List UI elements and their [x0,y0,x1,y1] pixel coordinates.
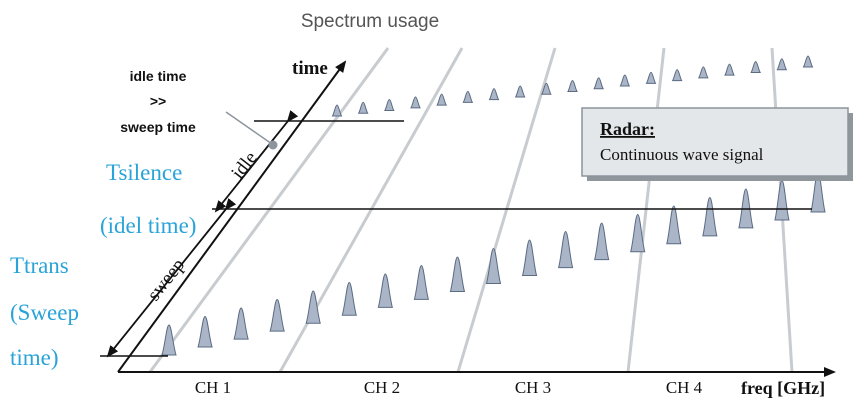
small-pulse [357,101,369,114]
time-axis-label: time [292,58,328,79]
tall-pulse [305,290,321,324]
tall-pulse [341,281,357,316]
pointer-dot [268,140,278,150]
tall-pulse [269,298,285,332]
sweep-time-label: sweep time [120,119,196,135]
channel-boundaries [148,47,794,373]
small-pulse [567,79,578,92]
small-pulse [671,69,683,82]
small-pulse [593,77,604,90]
small-pulse [619,74,631,87]
radar-box-background [581,107,849,177]
small-pulse [802,55,814,68]
sweep-bracket [106,198,237,358]
small-pulse [514,85,526,98]
tall-pulse [630,213,646,253]
small-pulse [776,58,788,71]
tall-pulse [377,273,393,308]
tall-pulse [449,256,466,292]
tall-pulse [702,196,718,237]
tall-pulse [485,247,502,284]
idle-label: idle [227,148,261,183]
tall-pulse [774,179,790,221]
radar-box: Radar: Continuous wave signal [581,107,853,181]
idle-time-label: idle time [130,68,187,84]
small-pulse [488,88,500,101]
channel-label-3: CH 3 [515,378,551,397]
radar-heading: Radar: [600,119,655,139]
small-pulse [384,99,395,112]
radar-description: Continuous wave signal [600,145,764,164]
small-pulse [724,63,735,76]
small-pulse [462,90,474,103]
channel-boundary-line [456,47,557,373]
channel-boundary-line [626,47,666,373]
idel-time-label: (idel time) [100,213,196,238]
tall-pulse [666,205,682,245]
tsilence-label: Tsilence [106,160,182,185]
small-pulse [645,71,657,84]
frequency-axis-label: freq [GHz] [741,378,825,398]
tall-pulse [557,230,574,269]
small-pulse [410,96,421,109]
ttrans-label: Ttrans [10,253,69,278]
diagram-title: Spectrum usage [301,11,439,32]
small-pulse [698,66,709,79]
small-pulse [541,82,552,95]
much-greater-label: >> [150,93,166,109]
tall-pulse [521,239,538,277]
small-pulse [750,60,761,73]
channel-boundary-line [148,47,390,373]
channel-label-4: CH 4 [666,378,703,397]
idle-bracket [214,110,299,213]
sweep-paren-label: (Sweep [10,300,79,325]
tall-pulse [197,315,213,348]
time-paren-label: time) [10,345,59,370]
tall-pulse [594,222,610,261]
small-pulse [331,104,343,117]
channel-label-2: CH 2 [364,378,400,397]
tall-pulse [233,307,249,340]
pointer-line [225,111,273,145]
lower-pulse-train [161,171,826,356]
channel-label-1: CH 1 [195,378,231,397]
tall-pulse [413,264,430,300]
upper-pulse-train [331,55,814,117]
small-pulse [436,93,447,106]
